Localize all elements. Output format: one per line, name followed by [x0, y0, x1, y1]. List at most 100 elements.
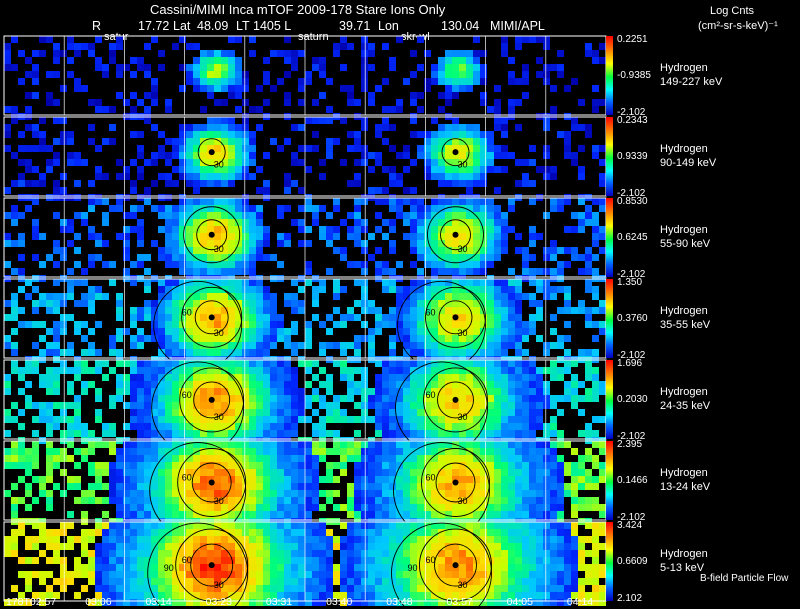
heat-cell [172, 585, 179, 592]
heat-cell [487, 279, 494, 286]
heat-cell [39, 117, 46, 124]
heat-cell [263, 293, 270, 300]
heat-cell [214, 423, 221, 430]
colorbar [606, 117, 613, 196]
heat-cell [501, 497, 508, 504]
heat-cell [536, 300, 543, 307]
heat-cell [410, 522, 417, 529]
heat-cell [81, 564, 88, 571]
heat-cell [431, 490, 438, 497]
heat-cell [228, 268, 235, 275]
heat-cell [172, 261, 179, 268]
heat-cell [515, 233, 522, 240]
heat-cell [179, 293, 186, 300]
heat-cell [200, 462, 207, 469]
heat-cell [354, 462, 361, 469]
heat-cell [522, 455, 529, 462]
heat-cell [39, 374, 46, 381]
heat-cell [60, 402, 67, 409]
heat-cell [130, 321, 137, 328]
heat-cell [67, 268, 74, 275]
heat-cell [487, 483, 494, 490]
heat-cell [39, 36, 46, 43]
heat-cell [200, 402, 207, 409]
heat-cell [501, 585, 508, 592]
heat-cell [326, 469, 333, 476]
heat-cell [214, 511, 221, 518]
heat-cell [424, 536, 431, 543]
heat-cell [305, 522, 312, 529]
heat-cell [123, 247, 130, 254]
heat-cell [207, 166, 214, 173]
heat-cell [473, 71, 480, 78]
heat-cell [417, 247, 424, 254]
heat-cell [263, 536, 270, 543]
heat-cell [431, 374, 438, 381]
heat-cell [81, 511, 88, 518]
heat-cell [102, 543, 109, 550]
heat-cell [522, 550, 529, 557]
heat-cell [186, 78, 193, 85]
heat-cell [11, 328, 18, 335]
colorbar [606, 279, 613, 358]
heat-cell [137, 423, 144, 430]
heat-cell [305, 321, 312, 328]
heat-cell [375, 469, 382, 476]
contour-label: 60 [182, 555, 192, 565]
heat-cell [466, 402, 473, 409]
heat-cell [536, 314, 543, 321]
heat-cell [172, 145, 179, 152]
heat-cell [39, 578, 46, 585]
heat-cell [382, 198, 389, 205]
contour-circle [177, 448, 247, 517]
heat-cell [235, 441, 242, 448]
heat-cell [249, 395, 256, 402]
heat-cell [501, 50, 508, 57]
heat-cell [326, 578, 333, 585]
heat-cell [242, 131, 249, 138]
heat-cell [172, 219, 179, 226]
heat-cell [221, 57, 228, 64]
heat-cell [46, 497, 53, 504]
heat-cell [550, 314, 557, 321]
heat-cell [354, 388, 361, 395]
heat-cell [32, 522, 39, 529]
heat-cell [557, 64, 564, 71]
heat-cell [536, 71, 543, 78]
heat-cell [347, 550, 354, 557]
heat-cell [459, 592, 466, 599]
heat-cell [578, 198, 585, 205]
heat-cell [193, 585, 200, 592]
heat-cell [18, 173, 25, 180]
heat-cell [60, 448, 67, 455]
heat-cell [249, 536, 256, 543]
spacecraft-marker [452, 231, 459, 238]
row-energy-label: 55-90 keV [660, 237, 711, 250]
heat-cell [270, 497, 277, 504]
heat-cell [151, 335, 158, 342]
heat-cell [25, 180, 32, 187]
heat-cell [578, 476, 585, 483]
heat-cell [347, 448, 354, 455]
heat-cell [354, 99, 361, 106]
heat-cell [158, 536, 165, 543]
heat-cell [459, 198, 466, 205]
heat-cell [487, 254, 494, 261]
heat-cell [347, 307, 354, 314]
heat-cell [53, 349, 60, 356]
heat-cell [522, 395, 529, 402]
heat-cell [284, 592, 291, 599]
heat-cell [291, 592, 298, 599]
heat-cell [221, 416, 228, 423]
heat-cell [326, 550, 333, 557]
heat-cell [333, 571, 340, 578]
heat-cell [417, 557, 424, 564]
heat-cell [438, 536, 445, 543]
heat-cell [207, 557, 214, 564]
heat-cell [221, 342, 228, 349]
heat-cell [74, 212, 81, 219]
heat-cell [396, 388, 403, 395]
heat-cell [473, 36, 480, 43]
heat-cell [452, 286, 459, 293]
heat-cell [130, 599, 137, 606]
